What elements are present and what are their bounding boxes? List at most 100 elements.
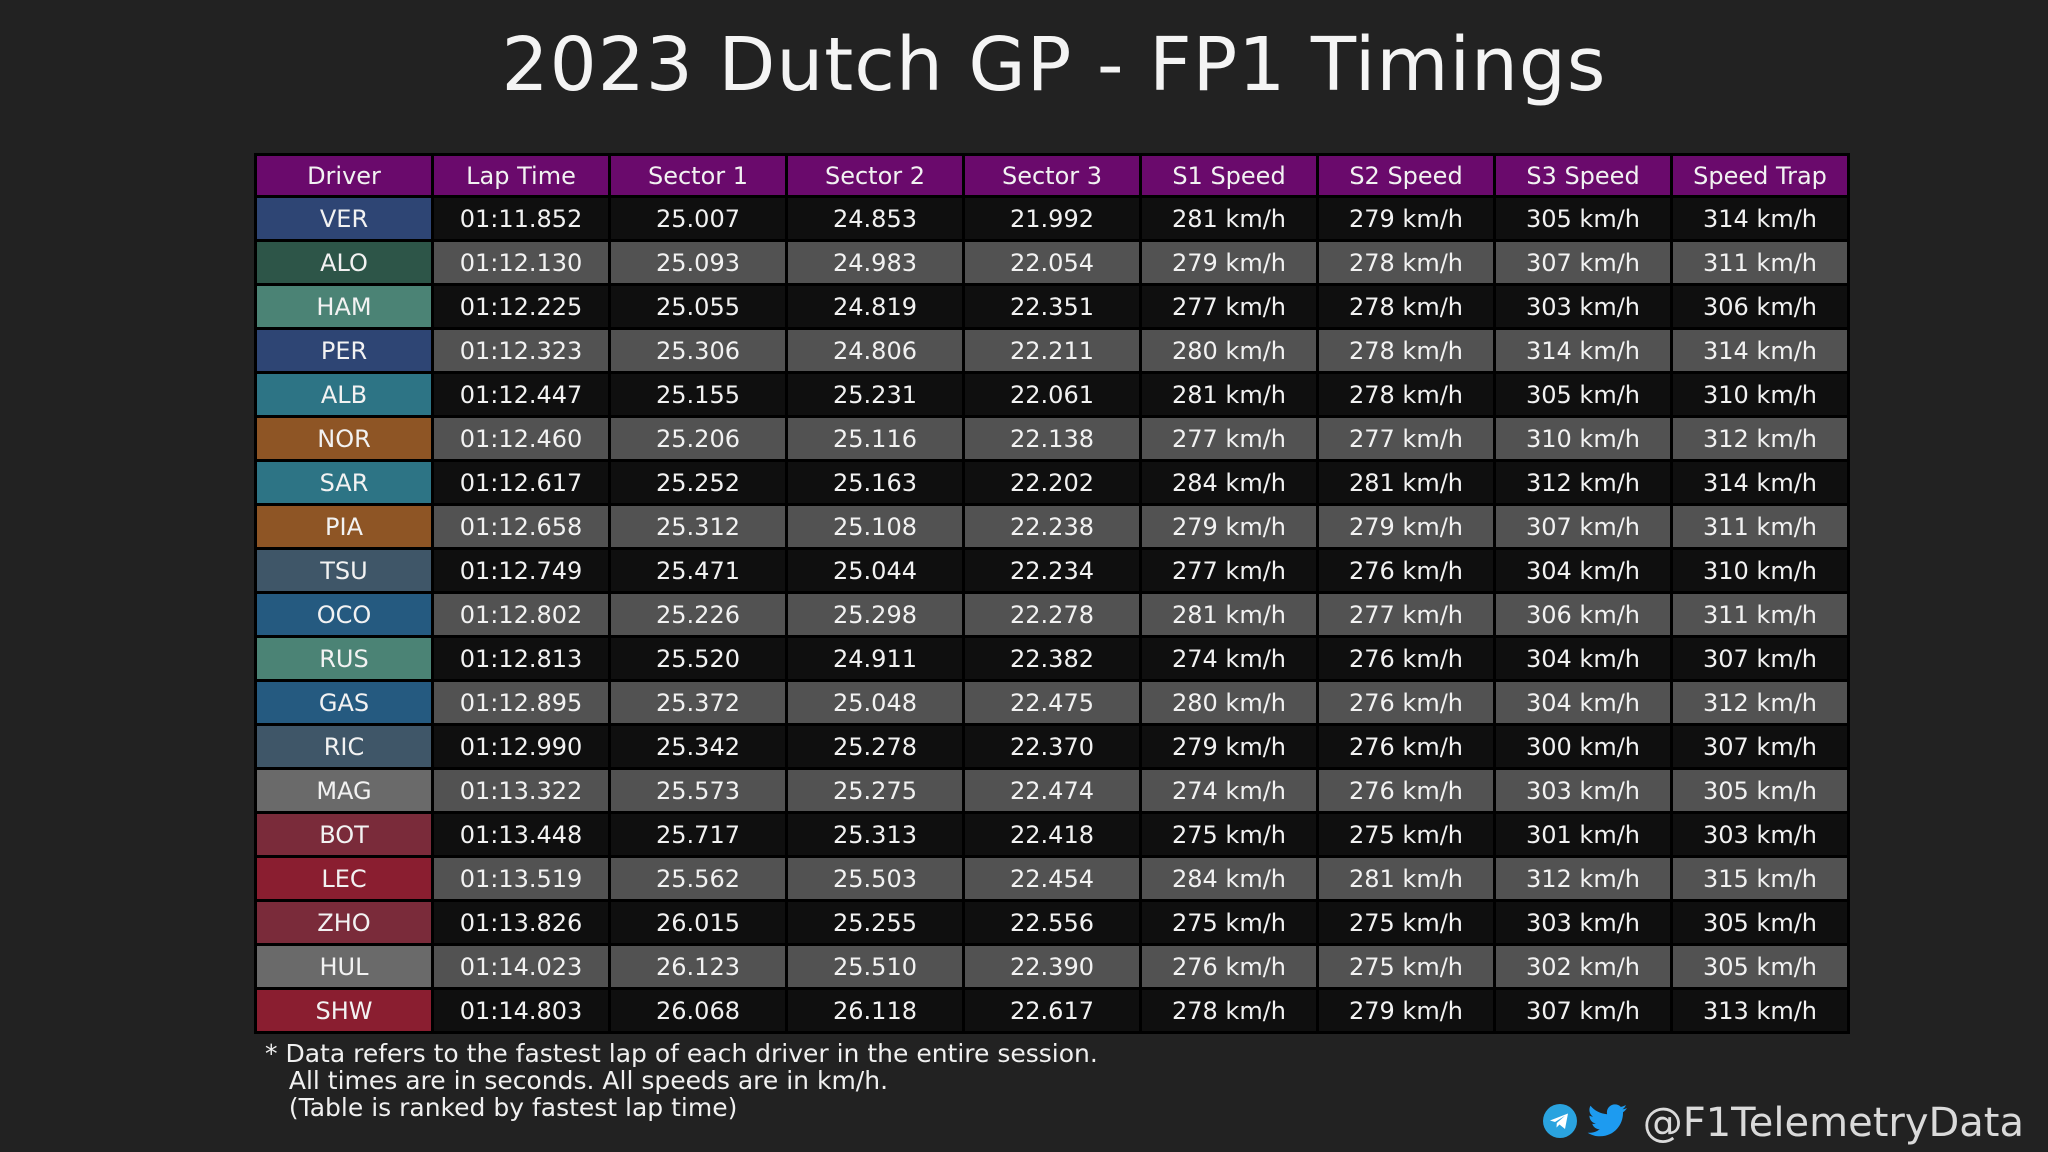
table-cell: 274 km/h	[1139, 767, 1319, 814]
table-cell: 279 km/h	[1316, 195, 1496, 242]
table-cell: 01:12.990	[431, 723, 611, 770]
table-cell: 275 km/h	[1316, 899, 1496, 946]
table-cell: 307 km/h	[1670, 723, 1850, 770]
table-cell: 277 km/h	[1316, 591, 1496, 638]
driver-cell: ALO	[254, 239, 434, 286]
table-cell: 01:12.460	[431, 415, 611, 462]
table-cell: 01:14.803	[431, 987, 611, 1034]
table-cell: 26.068	[608, 987, 788, 1034]
table-row: SAR 01:12.617 25.252 25.163 22.202 284 km/h 28…	[254, 459, 1850, 506]
driver-cell: GAS	[254, 679, 434, 726]
table-cell: 25.372	[608, 679, 788, 726]
footnote-line: (Table is ranked by fastest lap time)	[265, 1093, 738, 1122]
table-cell: 278 km/h	[1316, 283, 1496, 330]
table-cell: 24.853	[785, 195, 965, 242]
table-cell: 312 km/h	[1493, 855, 1673, 902]
table-cell: 22.474	[962, 767, 1142, 814]
table-cell: 278 km/h	[1139, 987, 1319, 1034]
table-cell: 22.138	[962, 415, 1142, 462]
table-cell: 01:12.895	[431, 679, 611, 726]
table-row: BOT 01:13.448 25.717 25.313 22.418 275 km/h 27…	[254, 811, 1850, 858]
column-header: Sector 3	[962, 153, 1142, 198]
table-cell: 275 km/h	[1139, 811, 1319, 858]
table-cell: 25.108	[785, 503, 965, 550]
table-cell: 304 km/h	[1493, 547, 1673, 594]
table-cell: 276 km/h	[1316, 547, 1496, 594]
table-cell: 304 km/h	[1493, 679, 1673, 726]
twitter-icon[interactable]	[1587, 1103, 1629, 1143]
column-header: Sector 2	[785, 153, 965, 198]
table-row: GAS 01:12.895 25.372 25.048 22.475 280 km/h 27…	[254, 679, 1850, 726]
table-cell: 01:12.323	[431, 327, 611, 374]
table-cell: 22.418	[962, 811, 1142, 858]
table-cell: 25.503	[785, 855, 965, 902]
table-cell: 25.312	[608, 503, 788, 550]
table-cell: 25.471	[608, 547, 788, 594]
table-cell: 312 km/h	[1670, 415, 1850, 462]
table-cell: 22.278	[962, 591, 1142, 638]
handle-label[interactable]: @F1TelemetryData	[1642, 1100, 2024, 1146]
table-cell: 01:13.448	[431, 811, 611, 858]
driver-cell: NOR	[254, 415, 434, 462]
table-cell: 24.983	[785, 239, 965, 286]
table-cell: 280 km/h	[1139, 327, 1319, 374]
table-cell: 25.155	[608, 371, 788, 418]
table-cell: 305 km/h	[1670, 767, 1850, 814]
table-cell: 25.510	[785, 943, 965, 990]
table-cell: 279 km/h	[1139, 239, 1319, 286]
table-cell: 314 km/h	[1493, 327, 1673, 374]
table-cell: 25.306	[608, 327, 788, 374]
table-cell: 310 km/h	[1670, 547, 1850, 594]
table-row: NOR 01:12.460 25.206 25.116 22.138 277 km/h 27…	[254, 415, 1850, 462]
social-handle: @F1TelemetryData	[1541, 1098, 2024, 1148]
table-cell: 311 km/h	[1670, 239, 1850, 286]
table-cell: 275 km/h	[1139, 899, 1319, 946]
table-cell: 305 km/h	[1493, 371, 1673, 418]
table-cell: 26.118	[785, 987, 965, 1034]
driver-cell: HAM	[254, 283, 434, 330]
table-row: MAG 01:13.322 25.573 25.275 22.474 274 km/h 27…	[254, 767, 1850, 814]
table-cell: 313 km/h	[1670, 987, 1850, 1034]
table-cell: 278 km/h	[1316, 327, 1496, 374]
table-cell: 277 km/h	[1139, 415, 1319, 462]
table-cell: 25.252	[608, 459, 788, 506]
table-cell: 22.475	[962, 679, 1142, 726]
table-cell: 275 km/h	[1316, 943, 1496, 990]
table-cell: 22.454	[962, 855, 1142, 902]
table-cell: 25.298	[785, 591, 965, 638]
table-row: LEC 01:13.519 25.562 25.503 22.454 284 km/h 28…	[254, 855, 1850, 902]
table-cell: 01:12.447	[431, 371, 611, 418]
table-cell: 25.313	[785, 811, 965, 858]
telegram-icon[interactable]	[1541, 1102, 1579, 1144]
table-cell: 284 km/h	[1139, 855, 1319, 902]
table-cell: 25.231	[785, 371, 965, 418]
table-cell: 312 km/h	[1670, 679, 1850, 726]
table-cell: 307 km/h	[1670, 635, 1850, 682]
table-cell: 25.163	[785, 459, 965, 506]
column-header: Lap Time	[431, 153, 611, 198]
table-cell: 22.370	[962, 723, 1142, 770]
driver-cell: LEC	[254, 855, 434, 902]
table-cell: 01:12.658	[431, 503, 611, 550]
driver-cell: ALB	[254, 371, 434, 418]
column-header: Sector 1	[608, 153, 788, 198]
table-cell: 01:12.813	[431, 635, 611, 682]
table-row: VER 01:11.852 25.007 24.853 21.992 281 km/h 27…	[254, 195, 1850, 242]
driver-cell: PIA	[254, 503, 434, 550]
table-cell: 306 km/h	[1493, 591, 1673, 638]
table-cell: 26.123	[608, 943, 788, 990]
table-cell: 25.048	[785, 679, 965, 726]
table-cell: 304 km/h	[1493, 635, 1673, 682]
table-cell: 281 km/h	[1139, 591, 1319, 638]
driver-cell: ZHO	[254, 899, 434, 946]
driver-cell: SAR	[254, 459, 434, 506]
table-row: TSU 01:12.749 25.471 25.044 22.234 277 km/h 27…	[254, 547, 1850, 594]
driver-cell: HUL	[254, 943, 434, 990]
table-cell: 22.556	[962, 899, 1142, 946]
table-cell: 300 km/h	[1493, 723, 1673, 770]
table-row: ALB 01:12.447 25.155 25.231 22.061 281 km/h 27…	[254, 371, 1850, 418]
table-cell: 307 km/h	[1493, 987, 1673, 1034]
table-cell: 305 km/h	[1670, 943, 1850, 990]
table-header-row: Driver Lap Time Sector 1 Sector 2 Sector 3 S1…	[254, 153, 1850, 198]
table-cell: 25.717	[608, 811, 788, 858]
